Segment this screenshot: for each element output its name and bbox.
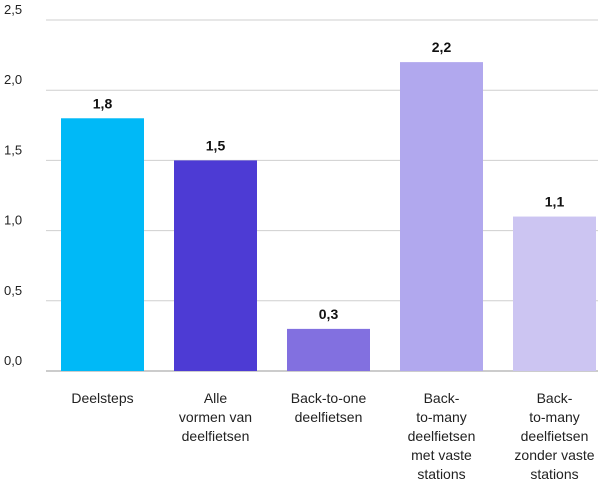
category-labels: Deelsteps Alle vormen van deelfietsen Back-t… (71, 390, 594, 482)
y-tick-label: 2,0 (4, 72, 22, 87)
x-tick-label: Alle (204, 390, 228, 406)
y-tick-label: 1,5 (4, 142, 22, 157)
bar (513, 216, 596, 371)
data-label: 1,8 (93, 95, 113, 111)
y-tick-label: 1,0 (4, 213, 22, 228)
x-tick-label: Back- (424, 390, 460, 406)
x-tick-label: Back-to-one (291, 390, 367, 406)
data-label: 0,3 (319, 306, 339, 322)
x-tick-label: deelfietsen (521, 428, 589, 444)
x-tick-label: met vaste (411, 447, 472, 463)
x-tick-label: deelfietsen (295, 409, 363, 425)
bars (61, 62, 596, 372)
data-label: 1,5 (206, 137, 226, 153)
x-tick-label: Deelsteps (71, 390, 133, 406)
y-tick-label: 2,5 (4, 2, 22, 17)
data-label: 1,1 (545, 194, 565, 210)
bar (174, 160, 257, 371)
y-axis-ticks: 0,0 0,5 1,0 1,5 2,0 2,5 (4, 2, 22, 368)
x-tick-label: stations (417, 466, 465, 482)
bar (400, 62, 483, 372)
y-tick-label: 0,5 (4, 283, 22, 298)
x-tick-label: deelfietsen (182, 428, 250, 444)
x-tick-label: zonder vaste (514, 447, 594, 463)
value-labels: 1,8 1,5 0,3 2,2 1,1 (93, 39, 565, 322)
x-tick-label: stations (530, 466, 578, 482)
bar (287, 328, 370, 371)
x-tick-label: Back- (537, 390, 573, 406)
x-tick-label: vormen van (179, 409, 252, 425)
bar (61, 118, 144, 371)
y-tick-label: 0,0 (4, 353, 22, 368)
data-label: 2,2 (432, 39, 452, 55)
x-tick-label: to-many (529, 409, 580, 425)
x-tick-label: deelfietsen (408, 428, 476, 444)
x-tick-label: to-many (416, 409, 467, 425)
